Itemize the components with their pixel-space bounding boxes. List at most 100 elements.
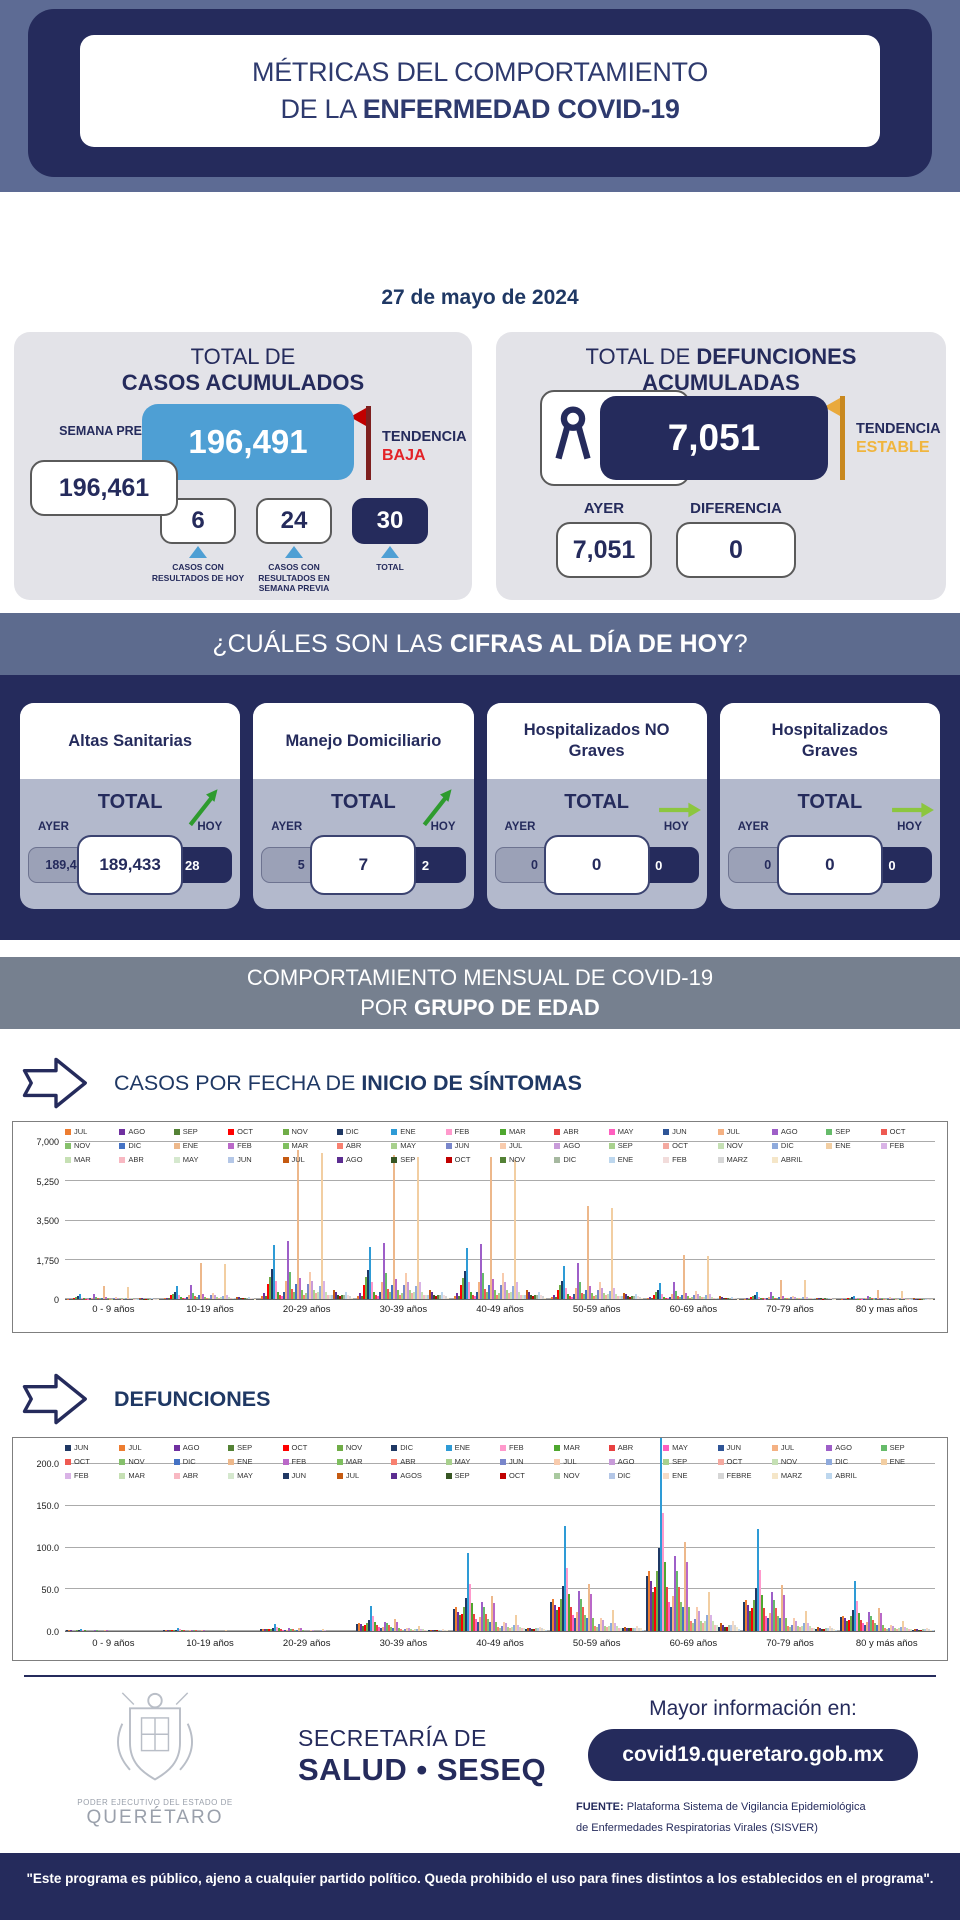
- bar: [323, 1630, 326, 1631]
- legend-item: DIC: [608, 1471, 663, 1480]
- legend-item: OCT: [717, 1457, 772, 1466]
- bar: [342, 1294, 345, 1299]
- bar: [641, 1630, 644, 1631]
- bar: [418, 1625, 421, 1631]
- legend-item: JUL: [554, 1457, 608, 1466]
- bar: [811, 1627, 814, 1631]
- bar: [649, 1297, 652, 1299]
- bar: [496, 1294, 499, 1299]
- bar: [426, 1630, 429, 1631]
- bar: [816, 1297, 819, 1299]
- x-axis-labels: 0 - 9 años 10-19 años 20-29 años 30-39 años…: [65, 1304, 935, 1315]
- bar: [518, 1291, 521, 1299]
- covid-info-url[interactable]: covid19.queretaro.gob.mx: [588, 1729, 918, 1781]
- bar: [226, 1294, 228, 1299]
- bar: [671, 1293, 674, 1299]
- bar: [488, 1284, 491, 1299]
- bar: [736, 1626, 739, 1631]
- bar: [595, 1626, 598, 1631]
- bar: [789, 1626, 792, 1631]
- bar: [165, 1630, 167, 1631]
- bar: [529, 1628, 532, 1631]
- bar: [743, 1602, 746, 1631]
- cases-today-box: 6: [160, 498, 236, 544]
- bar: [679, 1296, 682, 1299]
- bar: [480, 1243, 483, 1299]
- bar: [745, 1599, 748, 1631]
- bar: [733, 1297, 736, 1299]
- legend-swatch-icon: [826, 1128, 833, 1135]
- x-axis-tick-label: 10-19 años: [186, 1304, 234, 1315]
- bar: [576, 1262, 579, 1299]
- bar: [374, 1621, 377, 1631]
- bar: [592, 1296, 595, 1299]
- bar: [358, 1623, 361, 1631]
- bar: [510, 1291, 513, 1299]
- bar: [468, 1281, 471, 1299]
- bar: [438, 1630, 441, 1631]
- bar: [378, 1626, 381, 1631]
- bar: [478, 1281, 481, 1299]
- legend-item: SEP: [608, 1141, 663, 1150]
- legend-swatch-icon: [336, 1128, 343, 1135]
- bar: [511, 1626, 514, 1631]
- bar: [571, 1615, 574, 1631]
- bar: [288, 1272, 291, 1299]
- bar: [283, 1630, 286, 1631]
- gridline: [65, 1219, 935, 1221]
- bar-group: [838, 1464, 935, 1631]
- legend-swatch-icon: [717, 1142, 724, 1149]
- bar: [687, 1296, 690, 1299]
- bar: [328, 1294, 331, 1299]
- bar: [766, 1298, 769, 1299]
- bar: [397, 1290, 400, 1299]
- bar: [826, 1298, 829, 1299]
- legend-swatch-icon: [663, 1458, 670, 1465]
- bar: [444, 1630, 447, 1631]
- x-axis-tick-label: 10-19 años: [186, 1638, 234, 1649]
- legend-item: ABR: [554, 1127, 608, 1136]
- legend-swatch-icon: [554, 1142, 561, 1149]
- bar: [454, 1296, 457, 1299]
- bar: [527, 1627, 530, 1631]
- today-cards-section: Altas Sanitarias TOTAL AYER HOY 189,405 189,4…: [0, 675, 960, 940]
- bar: [435, 1296, 438, 1299]
- bar: [196, 1297, 198, 1299]
- bar: [831, 1627, 834, 1631]
- legend-swatch-icon: [173, 1472, 180, 1479]
- bar: [702, 1623, 705, 1631]
- bar: [921, 1629, 924, 1631]
- legend-swatch-icon: [119, 1444, 126, 1451]
- bar: [556, 1289, 559, 1299]
- legend-swatch-icon: [771, 1458, 778, 1465]
- bar: [746, 1298, 749, 1299]
- bar: [901, 1620, 904, 1631]
- bar: [905, 1628, 908, 1631]
- bar: [377, 1296, 380, 1299]
- x-axis-tick-label: 70-79 años: [766, 1304, 814, 1315]
- legend-item: FEB: [65, 1471, 119, 1480]
- bar: [873, 1623, 876, 1631]
- x-axis-labels: 0 - 9 años 10-19 años 20-29 años 30-39 años…: [65, 1638, 935, 1649]
- legend-item: DIC: [826, 1457, 880, 1466]
- bar-group: [452, 1464, 549, 1631]
- bar: [306, 1284, 309, 1299]
- legend-swatch-icon: [717, 1458, 724, 1465]
- bar: [652, 1591, 655, 1631]
- legend-item: AGO: [826, 1443, 880, 1452]
- bar: [398, 1627, 401, 1631]
- bar: [845, 1620, 848, 1631]
- legend-swatch-icon: [336, 1142, 343, 1149]
- chart-legend: JUN JUL AGO SEP OCT NOV DIC ENE FEB MAR ABR MAY JUN J…: [65, 1443, 935, 1480]
- bar: [596, 1289, 599, 1299]
- legend-swatch-icon: [826, 1142, 833, 1149]
- bar: [654, 1587, 657, 1631]
- bar: [295, 1630, 298, 1631]
- bar: [570, 1297, 573, 1299]
- bar: [428, 1630, 431, 1631]
- bar: [777, 1615, 780, 1631]
- bar: [104, 1630, 107, 1631]
- bar: [308, 1272, 311, 1299]
- legend-swatch-icon: [554, 1472, 561, 1479]
- bar: [285, 1630, 288, 1631]
